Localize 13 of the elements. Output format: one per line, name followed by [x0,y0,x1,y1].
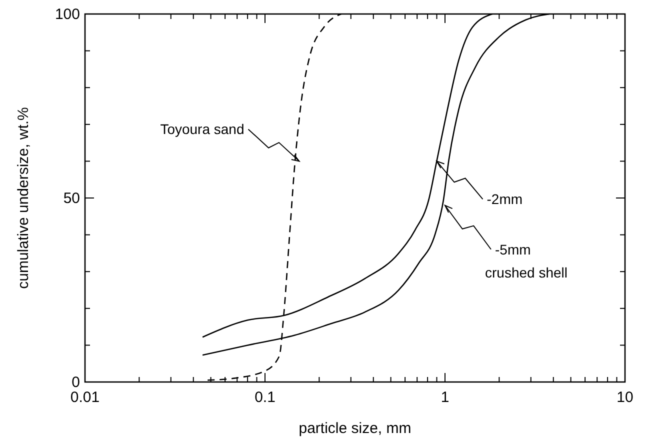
y-tick-label: 50 [63,190,80,207]
x-tick-label: 0.1 [254,389,276,406]
y-tick-label: 100 [54,6,80,23]
x-tick-label: 0.01 [70,389,100,406]
y-tick-label: 0 [72,374,80,391]
annotation: -2mm [486,191,523,208]
x-tick-label: 1 [440,389,450,406]
x-axis-title: particle size, mm [298,420,412,437]
annotation: Toyoura sand [160,121,244,138]
annotation: -5mm [495,241,531,258]
annotation: crushed shell [485,264,568,280]
x-tick-label: 10 [616,389,634,406]
y-axis-title: cumulative undersize, wt.% [15,107,32,289]
